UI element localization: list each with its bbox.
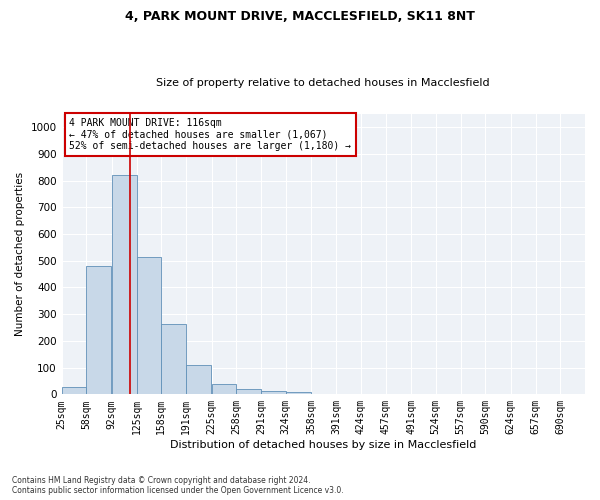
Bar bbox=[112, 175, 137, 394]
Y-axis label: Number of detached properties: Number of detached properties bbox=[15, 172, 25, 336]
Bar bbox=[286, 392, 311, 394]
Bar bbox=[261, 391, 286, 394]
Bar bbox=[236, 389, 261, 394]
Text: 4 PARK MOUNT DRIVE: 116sqm
← 47% of detached houses are smaller (1,067)
52% of s: 4 PARK MOUNT DRIVE: 116sqm ← 47% of deta… bbox=[70, 118, 352, 151]
X-axis label: Distribution of detached houses by size in Macclesfield: Distribution of detached houses by size … bbox=[170, 440, 476, 450]
Bar bbox=[86, 266, 111, 394]
Bar bbox=[137, 256, 161, 394]
Title: Size of property relative to detached houses in Macclesfield: Size of property relative to detached ho… bbox=[157, 78, 490, 88]
Bar bbox=[186, 365, 211, 394]
Bar bbox=[161, 324, 186, 394]
Text: Contains HM Land Registry data © Crown copyright and database right 2024.
Contai: Contains HM Land Registry data © Crown c… bbox=[12, 476, 344, 495]
Bar bbox=[212, 384, 236, 394]
Text: 4, PARK MOUNT DRIVE, MACCLESFIELD, SK11 8NT: 4, PARK MOUNT DRIVE, MACCLESFIELD, SK11 … bbox=[125, 10, 475, 23]
Bar bbox=[62, 387, 86, 394]
